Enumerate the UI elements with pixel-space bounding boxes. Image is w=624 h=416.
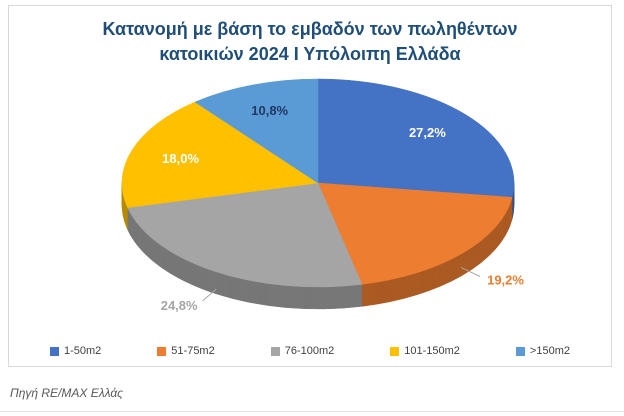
- legend-item: 1-50m2: [50, 345, 101, 357]
- legend-label: 101-150m2: [404, 345, 460, 357]
- pie-slice-1-50m2: [317, 78, 515, 198]
- pie-slice->150m2: [194, 78, 319, 184]
- label-leader-line: [460, 266, 481, 277]
- label-leader-line: [202, 288, 217, 301]
- legend-label: 51-75m2: [171, 345, 215, 357]
- pie-slice-76-100m2: [127, 182, 363, 287]
- pie-slice-101-150m2: [121, 101, 319, 208]
- legend-item: 101-150m2: [390, 345, 460, 357]
- source-note: Πηγή RE/MAX Ελλάς: [10, 386, 124, 400]
- pie-slice-label: 10,8%: [251, 103, 288, 118]
- pie-top: [121, 78, 515, 287]
- pie-slice-51-75m2: [317, 182, 513, 285]
- pie-slice-label: 19,2%: [487, 272, 524, 287]
- legend-label: 76-100m2: [284, 345, 335, 357]
- chart-title-line2: κατοικιών 2024 Ι Υπόλοιπη Ελλάδα: [159, 43, 461, 64]
- legend-swatch: [157, 346, 167, 356]
- legend-label: >150m2: [529, 345, 570, 357]
- legend-swatch: [50, 346, 59, 356]
- legend-swatch: [390, 346, 400, 356]
- chart-frame: Κατανομή με βάση το εμβαδόν των πωληθέντ…: [8, 5, 612, 367]
- legend-item: 76-100m2: [270, 345, 335, 357]
- chart-legend: 1-50m2 51-75m2 76-100m2 101-150m2 >150m2: [9, 345, 611, 357]
- legend-swatch: [515, 346, 525, 356]
- legend-item: >150m2: [515, 345, 570, 357]
- chart-title: Κατανομή με βάση το εμβαδόν των πωληθέντ…: [9, 17, 611, 67]
- pie-labels: 27,2% 19,2% 24,8% 18,0% 10,8%: [161, 103, 525, 313]
- pie-chart-svg: 27,2% 19,2% 24,8% 18,0% 10,8%: [121, 78, 525, 313]
- pie-slice-label: 18,0%: [162, 150, 199, 165]
- pie-slice-label: 24,8%: [161, 297, 198, 312]
- chart-title-line1: Κατανομή με βάση το εμβαδόν των πωληθέντ…: [102, 19, 518, 39]
- legend-item: 51-75m2: [157, 345, 215, 357]
- legend-swatch: [270, 346, 280, 356]
- pie-slice-label: 27,2%: [409, 125, 446, 140]
- bottom-divider: [0, 411, 624, 412]
- legend-label: 1-50m2: [64, 345, 102, 357]
